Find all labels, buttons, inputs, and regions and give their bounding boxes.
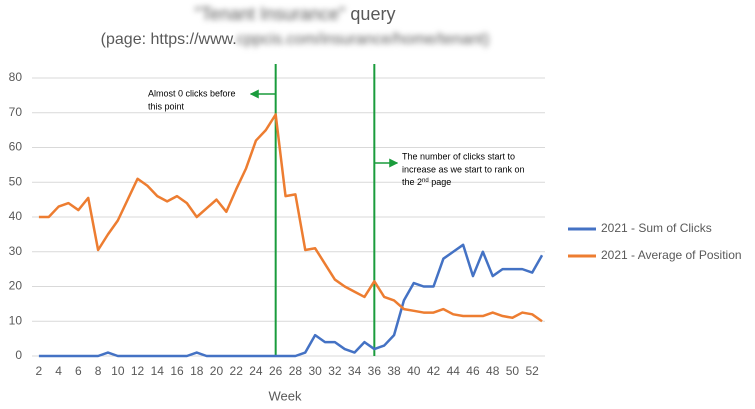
y-tick-label: 80	[9, 70, 23, 84]
annotation-text: The number of clicks start to	[402, 151, 515, 161]
y-tick-label: 10	[9, 313, 23, 327]
x-tick-label: 48	[486, 364, 500, 378]
x-tick-label: 52	[525, 364, 539, 378]
x-tick-label: 50	[506, 364, 520, 378]
x-tick-label: 24	[249, 364, 263, 378]
y-tick-label: 50	[9, 174, 23, 188]
annotation-part: page	[429, 177, 452, 187]
title-blurred: "Tenant Insurance"	[194, 4, 346, 24]
y-tick-label: 20	[9, 279, 23, 293]
x-axis-label: Week	[269, 388, 302, 403]
x-tick-label: 12	[131, 364, 145, 378]
x-tick-label: 46	[466, 364, 480, 378]
x-tick-label: 36	[368, 364, 382, 378]
x-tick-label: 34	[348, 364, 362, 378]
x-tick-label: 32	[328, 364, 342, 378]
x-tick-label: 44	[447, 364, 461, 378]
subtitle-blurred: cppcis	[236, 31, 283, 48]
chart-subtitle: (page: https://www.cppcis.com/insurance/…	[0, 31, 590, 49]
x-tick-label: 4	[55, 364, 62, 378]
y-tick-label: 30	[9, 244, 23, 258]
annotation-text: increase as we start to rank on	[402, 164, 525, 174]
chart-title: "Tenant Insurance" query	[0, 4, 590, 25]
x-tick-label: 22	[230, 364, 244, 378]
x-tick-label: 6	[75, 364, 82, 378]
x-tick-label: 40	[407, 364, 421, 378]
x-tick-label: 10	[111, 364, 125, 378]
series-line	[38, 243, 544, 358]
series-line	[38, 113, 543, 323]
x-tick-label: 14	[151, 364, 165, 378]
y-tick-label: 70	[9, 105, 23, 119]
title-text: query	[345, 4, 396, 24]
annotation-text: this point	[148, 101, 185, 111]
y-tick-label: 40	[9, 209, 23, 223]
y-tick-label: 0	[15, 348, 22, 362]
annotation-part: the 2	[402, 177, 422, 187]
x-tick-label: 38	[387, 364, 401, 378]
x-tick-label: 2	[36, 364, 43, 378]
x-tick-label: 16	[170, 364, 184, 378]
x-tick-label: 26	[269, 364, 283, 378]
x-tick-label: 8	[95, 364, 102, 378]
legend-label: 2021 - Sum of Clicks	[601, 221, 712, 235]
x-tick-label: 18	[190, 364, 204, 378]
x-tick-label: 20	[210, 364, 224, 378]
legend-label: 2021 - Average of Position	[601, 248, 742, 262]
x-tick-label: 28	[289, 364, 303, 378]
annotation-text: Almost 0 clicks before	[148, 88, 236, 98]
subtitle-end: .com/insurance/home/tenant)	[282, 31, 490, 48]
annotation-sup: nd	[422, 178, 429, 184]
x-tick-label: 30	[308, 364, 322, 378]
y-tick-label: 60	[9, 140, 23, 154]
annotation-text: the 2nd page	[402, 177, 451, 187]
subtitle-start: (page: https://www.	[100, 31, 237, 48]
x-tick-label: 42	[427, 364, 441, 378]
